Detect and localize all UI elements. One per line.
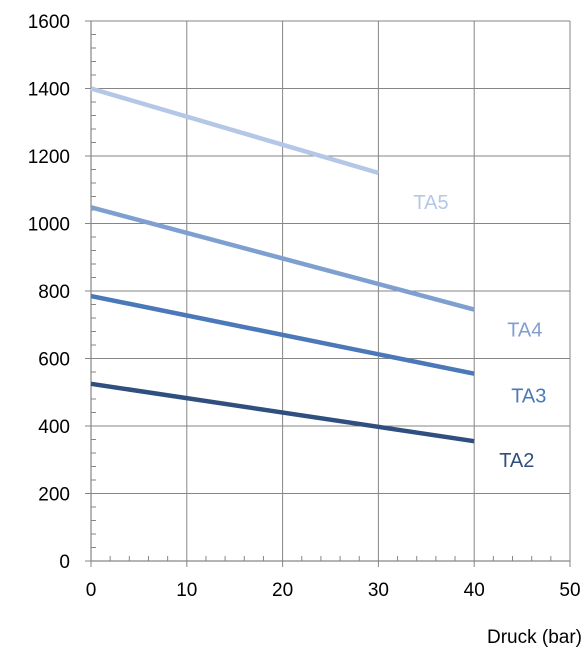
y-tick-label: 600 — [38, 350, 70, 371]
series-label-ta4: TA4 — [507, 320, 542, 342]
x-axis-title: Druck (bar) — [487, 627, 582, 648]
y-tick-label: 0 — [59, 552, 70, 573]
series-label-ta3: TA3 — [511, 386, 546, 408]
y-tick-label: 1400 — [28, 80, 70, 101]
x-tick-label: 30 — [368, 580, 389, 601]
x-tick-label: 40 — [464, 580, 485, 601]
y-tick-label: 400 — [38, 417, 70, 438]
series-line-ta4 — [90, 205, 475, 312]
series-label-ta5: TA5 — [413, 192, 448, 214]
y-tick-label: 800 — [38, 282, 70, 303]
x-tick-label: 50 — [559, 580, 580, 601]
series-label-ta2: TA2 — [499, 450, 534, 472]
series-line-ta5 — [90, 86, 380, 176]
y-tick-label: 1200 — [28, 147, 70, 168]
series-lines — [90, 86, 475, 444]
x-tick-label: 10 — [176, 580, 197, 601]
series-line-ta2 — [90, 381, 475, 444]
series-line-ta3 — [90, 293, 475, 376]
y-tick-label: 200 — [38, 485, 70, 506]
y-tick-label: 1600 — [28, 12, 70, 33]
axes — [85, 20, 571, 567]
x-tick-label: 20 — [272, 580, 293, 601]
y-tick-label: 1000 — [28, 215, 70, 236]
labels: 0 200 400 600 800 1000 1200 1400 1600 0 10 20 30 40 50… — [28, 12, 581, 601]
x-tick-label: 0 — [86, 580, 97, 601]
grid — [91, 20, 571, 561]
